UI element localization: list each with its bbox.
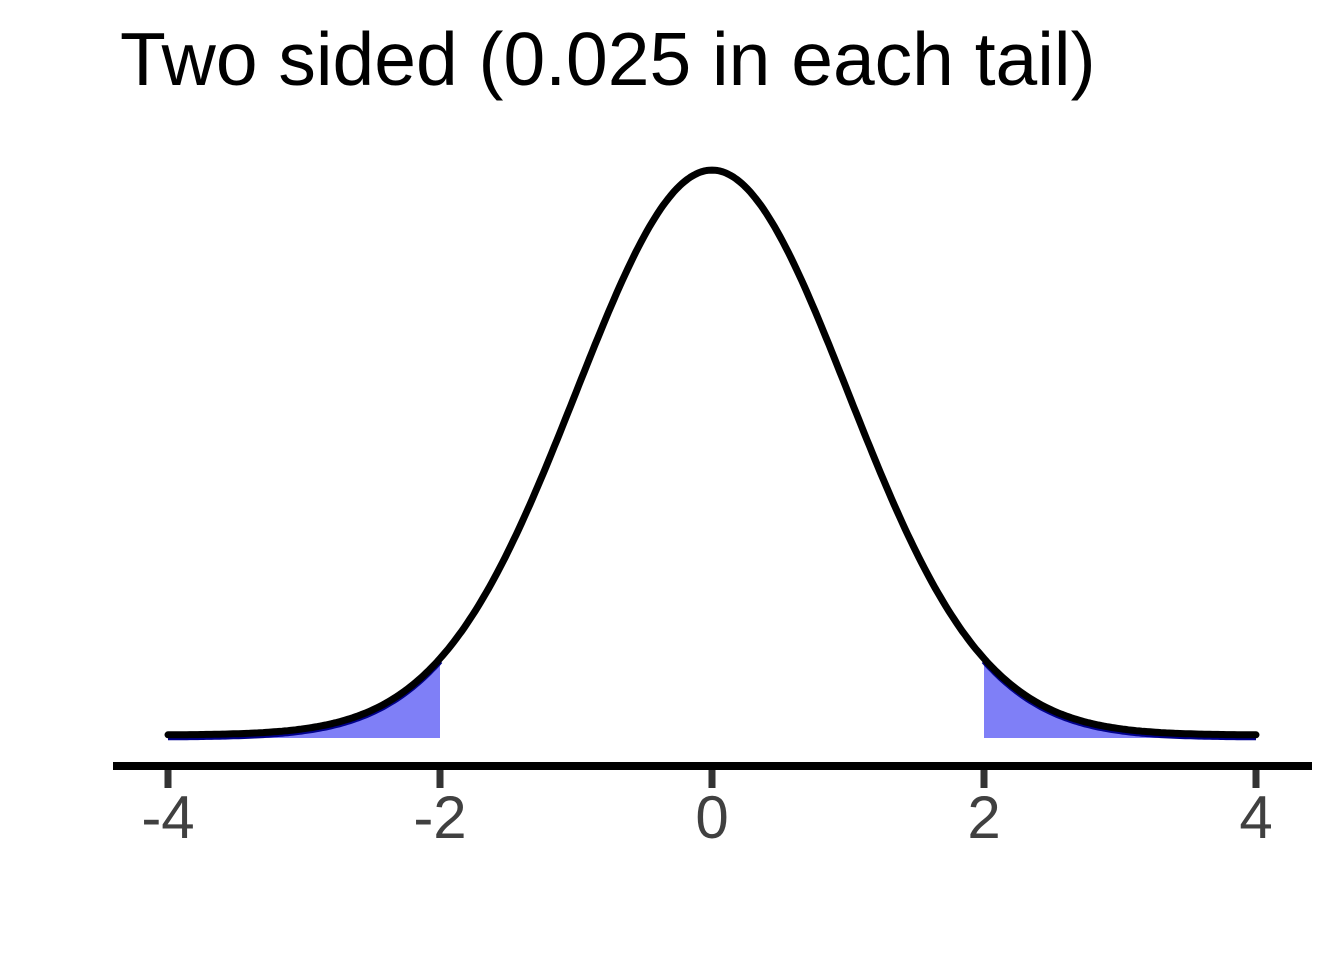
shaded-tail-left [168,658,440,738]
x-tick-label: 2 [967,784,1000,851]
shaded-tail-right [984,658,1256,738]
x-tick-label: -4 [141,784,194,851]
x-tick-label: 4 [1239,784,1272,851]
chart-title: Two sided (0.025 in each tail) [120,17,1096,101]
x-tick-label: 0 [695,784,728,851]
density-curve [164,166,1260,739]
x-tick-label: -2 [413,784,466,851]
